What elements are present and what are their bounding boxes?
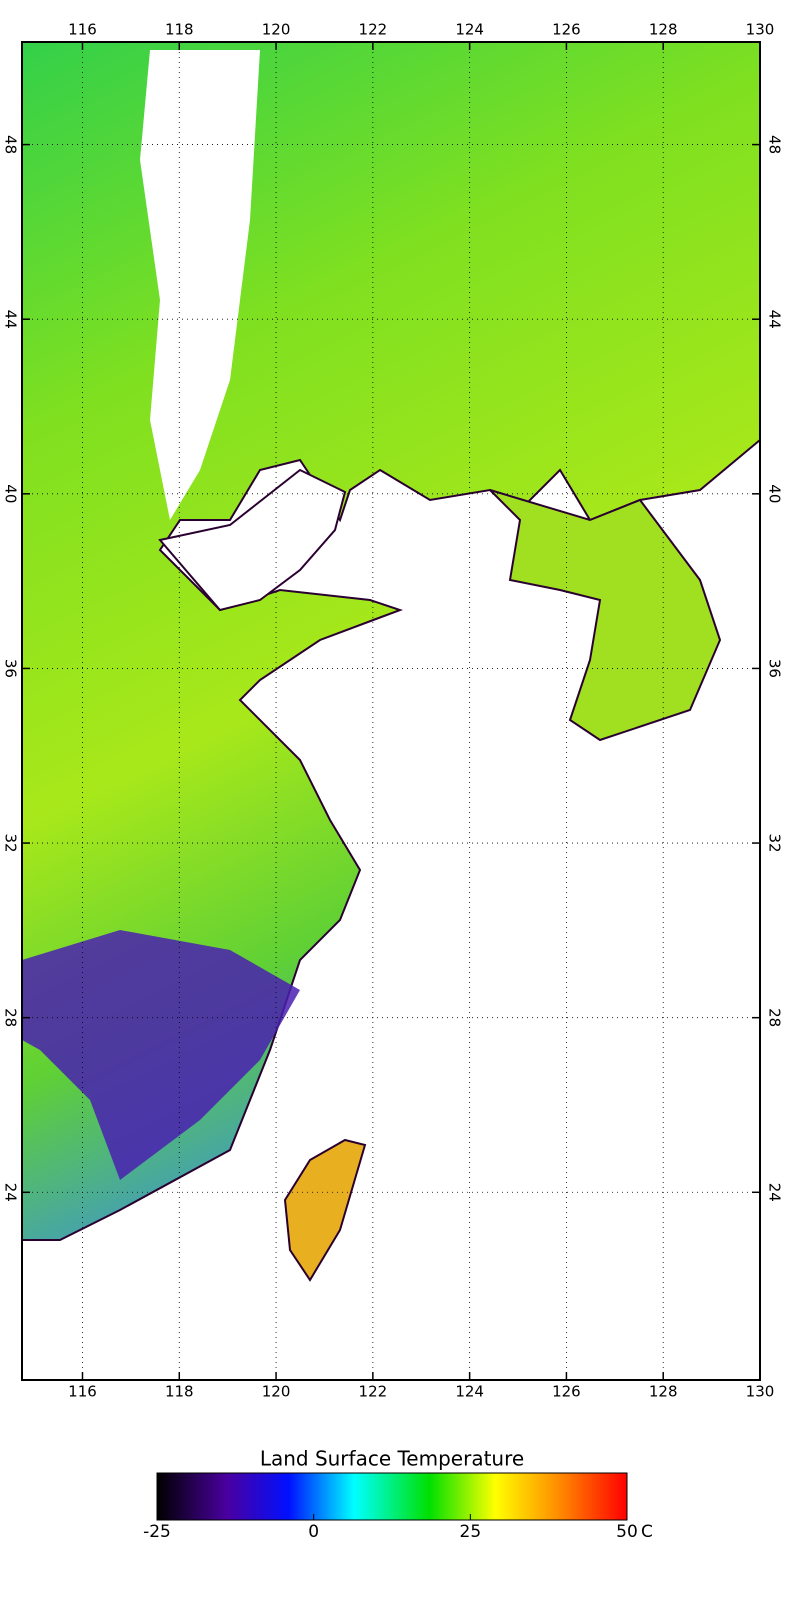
y-tick-label: 36	[766, 659, 784, 678]
map-frame	[21, 41, 761, 1381]
x-tick-label: 128	[649, 1383, 678, 1401]
colorbar-title: Land Surface Temperature	[260, 1447, 524, 1471]
x-tick-label: 124	[455, 1383, 484, 1401]
y-tick-label: 40	[766, 484, 784, 503]
x-tick-label: 118	[165, 21, 194, 39]
x-tick-label: 116	[68, 21, 97, 39]
y-tick-label: 48	[2, 135, 20, 154]
x-tick-label: 120	[262, 21, 291, 39]
x-tick-label: 118	[165, 1383, 194, 1401]
bohai-sea	[158, 468, 347, 612]
x-tick-label: 130	[746, 1383, 775, 1401]
x-tick-label: 126	[552, 1383, 581, 1401]
x-tick-label: 126	[552, 21, 581, 39]
y-tick-label: 36	[2, 659, 20, 678]
y-tick-label: 24	[766, 1183, 784, 1202]
colorbar-tick-label: 0	[308, 1522, 319, 1542]
cold-region	[22, 930, 300, 1180]
y-tick-label: 32	[2, 834, 20, 853]
y-tick-label: 48	[766, 135, 784, 154]
colorbar-tick-label: 25	[460, 1522, 482, 1542]
y-tick-label: 32	[766, 834, 784, 853]
map-imagery	[22, 42, 760, 1282]
colorbar-unit: C	[641, 1522, 653, 1542]
cloud-gap	[140, 50, 260, 520]
x-tick-label: 124	[455, 21, 484, 39]
x-tick-label: 120	[262, 1383, 291, 1401]
x-tick-label: 122	[359, 1383, 388, 1401]
taiwan	[283, 1138, 367, 1282]
y-tick-label: 44	[766, 310, 784, 329]
y-tick-label: 28	[2, 1008, 20, 1027]
x-tick-label: 128	[649, 21, 678, 39]
y-tick-label: 28	[766, 1008, 784, 1027]
colorbar	[156, 1472, 628, 1521]
y-tick-label: 40	[2, 484, 20, 503]
colorbar-tick-label: 50	[616, 1522, 638, 1542]
y-tick-label: 24	[2, 1183, 20, 1202]
x-tick-label: 116	[68, 1383, 97, 1401]
y-tick-label: 44	[2, 310, 20, 329]
korea	[489, 489, 722, 742]
x-tick-label: 122	[359, 21, 388, 39]
x-tick-label: 130	[746, 21, 775, 39]
colorbar-tick-label: -25	[143, 1522, 171, 1542]
